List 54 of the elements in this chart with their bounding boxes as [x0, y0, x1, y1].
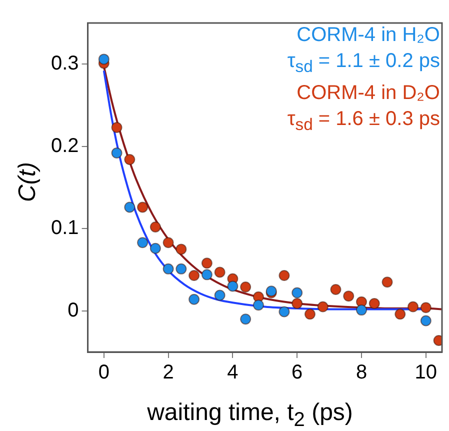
point: [201, 258, 212, 269]
point: [137, 202, 148, 213]
text: CORM-4 in D₂O: [296, 81, 440, 106]
point: [124, 202, 136, 213]
point: [137, 237, 148, 248]
annotation: τ$_{sd}$ = 1.1 ± 0.2 ps: [287, 49, 440, 78]
point: [278, 306, 290, 318]
x-tick-label: 4: [227, 362, 238, 384]
text: CORM-4 in H₂O: [296, 23, 440, 48]
y-tick-label: 0.3: [50, 52, 79, 75]
point: [394, 308, 406, 320]
point: [188, 270, 200, 282]
y-tick-label: 0.2: [50, 134, 79, 157]
x-tick-label: 0: [98, 362, 110, 384]
point: [356, 304, 367, 316]
point: [111, 122, 122, 133]
point: [292, 287, 303, 298]
point: [188, 294, 200, 305]
point: [98, 54, 110, 65]
point: [292, 298, 303, 309]
point: [382, 276, 393, 288]
x-tick-label: 8: [356, 362, 368, 384]
point: [368, 298, 380, 309]
point: [304, 308, 316, 320]
point: [214, 290, 226, 301]
point: [111, 147, 122, 158]
point: [317, 301, 328, 312]
point: [330, 284, 342, 295]
point: [420, 315, 432, 326]
point: [240, 282, 252, 293]
point: [176, 263, 187, 274]
y-axis-title: C(t): [14, 161, 42, 204]
point: [162, 263, 174, 274]
point: [176, 244, 187, 255]
point: [201, 269, 212, 280]
y-tick-label: 0.1: [50, 217, 79, 240]
point: [343, 290, 354, 302]
x-axis-title: waiting time, t$_{2}$ (ps): [146, 399, 354, 431]
x-tick-label: 10: [414, 362, 438, 384]
point: [162, 237, 174, 248]
point: [420, 302, 432, 314]
x-tick-label: 6: [292, 362, 303, 384]
point: [124, 154, 136, 166]
x-tick-label: 2: [162, 362, 174, 384]
point: [278, 270, 290, 282]
point: [252, 300, 264, 311]
point: [240, 314, 252, 325]
y-tick-label: 0: [68, 299, 79, 322]
point: [214, 266, 226, 278]
point: [150, 221, 161, 232]
point: [150, 242, 161, 254]
annotation: τ$_{sd}$ = 1.6 ± 0.3 ps: [287, 107, 440, 136]
point: [408, 301, 419, 312]
point: [227, 280, 238, 292]
